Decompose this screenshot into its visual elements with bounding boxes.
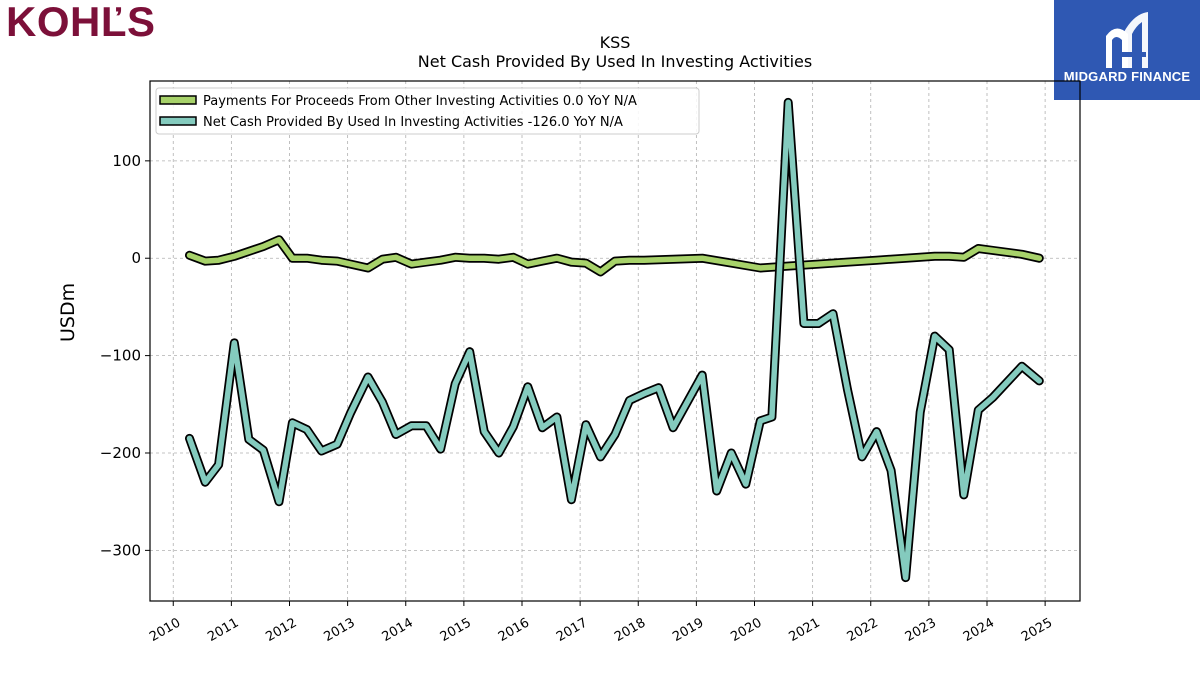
- plot-frame: [149, 80, 1081, 602]
- legend-label-1: Payments For Proceeds From Other Investi…: [203, 94, 637, 109]
- x-tick-label: 2020: [728, 615, 764, 645]
- x-tick-label: 2019: [670, 615, 706, 645]
- y-tick-label: −300: [100, 541, 141, 559]
- y-tick-label: 100: [112, 152, 141, 170]
- x-tick-label: 2025: [1019, 615, 1055, 645]
- legend-swatch-2: [159, 116, 197, 126]
- series-line-2: [186, 99, 1043, 581]
- chart-subtitle: Net Cash Provided By Used In Investing A…: [417, 52, 813, 71]
- y-tick-label: 0: [131, 249, 141, 267]
- x-tick-label: 2012: [263, 615, 299, 645]
- midgard-mark-icon: [1106, 12, 1148, 68]
- legend-swatch-1: [159, 95, 197, 105]
- x-tick-label: 2010: [147, 615, 183, 645]
- legend: Payments For Proceeds From Other Investi…: [155, 87, 700, 135]
- x-tick-label: 2023: [903, 615, 939, 645]
- legend-label-2: Net Cash Provided By Used In Investing A…: [203, 115, 623, 130]
- y-tick-label: −100: [100, 347, 141, 365]
- grid: [150, 81, 1080, 601]
- legend-box: [155, 87, 700, 135]
- x-tick-label: 2024: [961, 615, 997, 645]
- x-tick-label: 2021: [786, 615, 822, 645]
- x-tick-label: 2018: [612, 615, 648, 645]
- x-tick-label: 2015: [438, 615, 474, 645]
- x-tick-label: 2013: [321, 615, 357, 645]
- series-line-1: [186, 236, 1043, 275]
- x-tick-label: 2022: [845, 615, 881, 645]
- midgard-finance-logo: MIDGARD FINANCE: [1054, 0, 1200, 100]
- x-tick-label: 2014: [380, 615, 416, 645]
- x-tick-label: 2016: [496, 615, 532, 645]
- x-tick-label: 2011: [205, 615, 241, 645]
- chart-title: KSS: [599, 33, 631, 52]
- midgard-logo-text: MIDGARD FINANCE: [1063, 69, 1191, 84]
- y-tick-label: −200: [100, 444, 141, 462]
- kohls-logo: KOHĽS: [6, 0, 156, 45]
- x-tick-label: 2017: [554, 615, 590, 645]
- series-lines: [185, 97, 1044, 583]
